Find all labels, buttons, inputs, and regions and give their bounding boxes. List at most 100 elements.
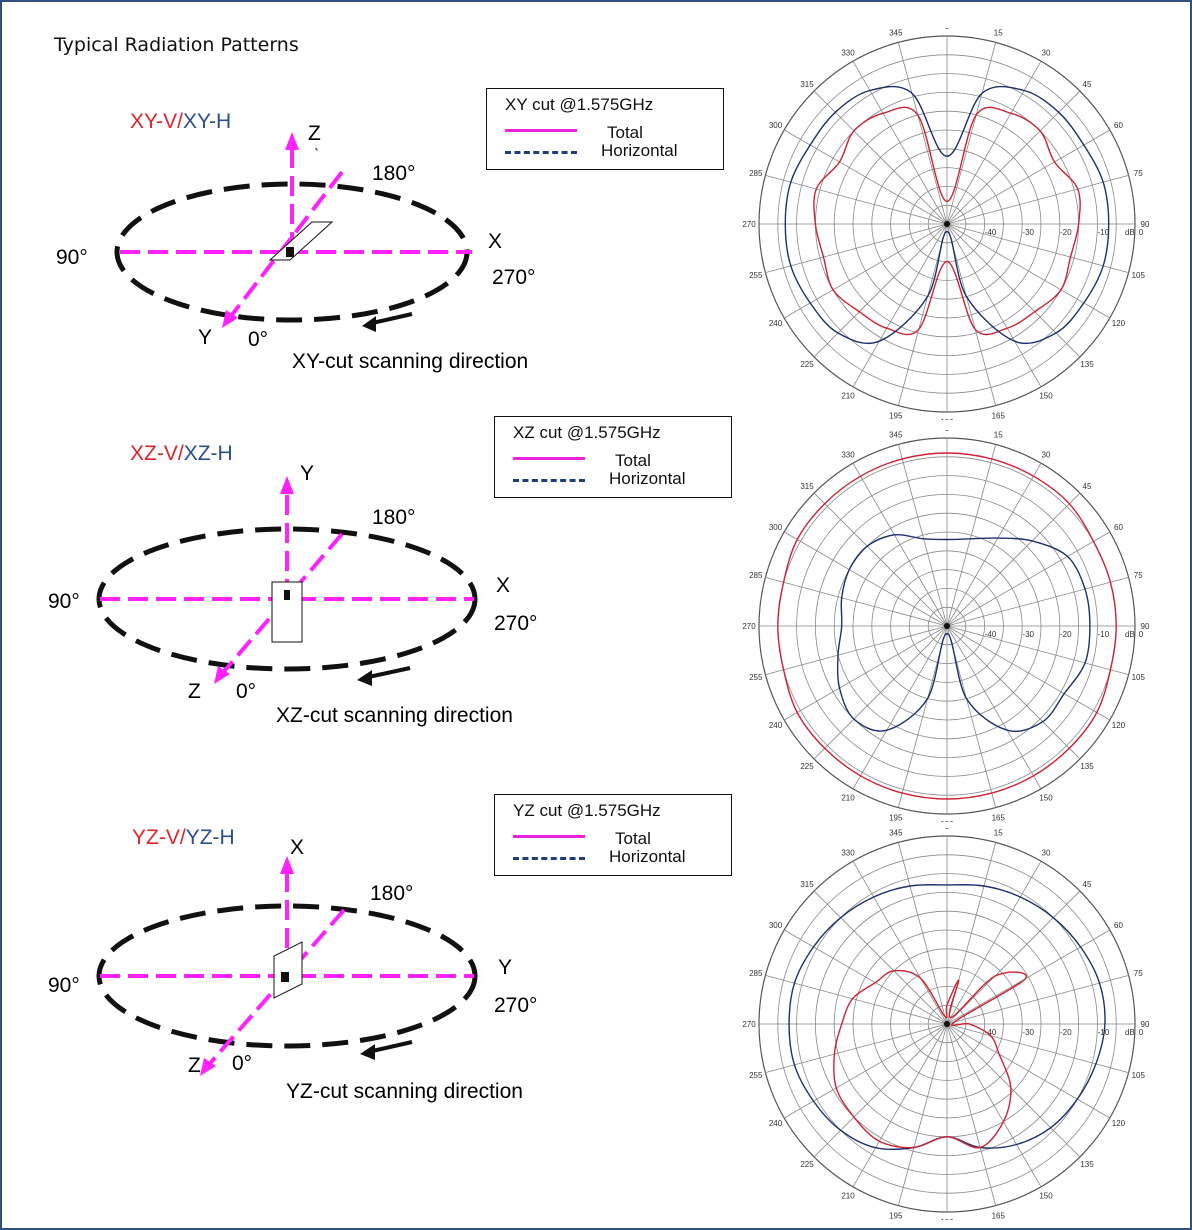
- radial-tick-label: -20: [1060, 1028, 1072, 1037]
- yz-legend: YZ cut @1.575GHz Total Horizontal: [494, 794, 732, 876]
- angle-tick-label: 135: [1080, 1160, 1094, 1169]
- grid-spoke: [852, 223, 948, 388]
- angle-tick-label: 60: [1114, 121, 1123, 130]
- radial-tick-label: -40: [985, 1028, 997, 1037]
- angle-tick-label: 75: [1134, 571, 1143, 580]
- angle-tick-label: 150: [1039, 391, 1053, 400]
- radial-unit-label: dB: [1125, 228, 1135, 237]
- series-horizontal-line: [836, 533, 1091, 733]
- xz-legend-horizontal-swatch: [513, 479, 585, 482]
- angle-tick-label: 330: [841, 49, 855, 58]
- angle-tick-label: 90: [1141, 220, 1150, 229]
- radial-tick-label: -30: [1022, 630, 1034, 639]
- angle-tick-label: 225: [800, 1160, 814, 1169]
- angle-tick-label: 315: [800, 482, 814, 491]
- grid-spoke: [813, 223, 948, 358]
- angle-tick-label: 165: [992, 813, 1006, 822]
- angle-tick-label: 345: [889, 431, 903, 440]
- angle-tick-label: 210: [841, 391, 855, 400]
- xz-label-diag: Z: [188, 680, 201, 703]
- grid-spoke: [946, 625, 1042, 790]
- angle-tick-label: 255: [749, 271, 763, 280]
- radial-unit-label: dB: [1125, 1028, 1135, 1037]
- grid-spoke: [852, 1023, 948, 1188]
- xy-legend-total-label: Total: [607, 123, 643, 142]
- radial-unit-label: dB: [1125, 630, 1135, 639]
- angle-tick-label: 315: [800, 880, 814, 889]
- xz-angle-0: 0°: [236, 680, 256, 703]
- grid-spoke: [946, 860, 1042, 1025]
- xy-polar-chart: 0 15 30 45 60 75 90 105 120 135 150 165 180 195 210 225…: [742, 28, 1150, 420]
- grid-spoke: [946, 1023, 1129, 1074]
- grid-spoke: [946, 129, 1111, 225]
- angle-tick-label: 75: [1134, 969, 1143, 978]
- grid-spoke: [765, 1023, 948, 1074]
- angle-tick-label: 285: [749, 969, 763, 978]
- grid-spoke: [897, 42, 948, 225]
- angle-tick-label: 285: [749, 169, 763, 178]
- xy-label-up-mark: `: [314, 147, 319, 164]
- yz-scan-arrow: [367, 1040, 413, 1054]
- grid-spoke: [897, 842, 948, 1025]
- xz-title-h: XZ-H: [183, 442, 233, 465]
- radial-tick-label: -20: [1060, 630, 1072, 639]
- angle-tick-label: 300: [769, 921, 783, 930]
- xz-title-v: XZ-V: [130, 442, 178, 465]
- yz-device-marker: [281, 972, 289, 982]
- angle-tick-label: 240: [769, 1119, 783, 1128]
- angle-tick-label: 150: [1039, 793, 1053, 802]
- xz-legend-total-swatch: [513, 457, 585, 460]
- yz-angle-180: 180°: [370, 882, 413, 905]
- grid-spoke: [765, 223, 948, 274]
- xy-diag-arrow-icon: [222, 310, 238, 328]
- angle-tick-label: 270: [742, 1020, 756, 1029]
- xz-polar-chart: 0 15 30 45 60 75 90 105 120 135 150 165 180 195 210 225…: [742, 430, 1150, 822]
- grid-spoke: [946, 625, 1111, 721]
- grid-spoke: [946, 1023, 1111, 1119]
- xz-angle-90: 90°: [48, 590, 80, 613]
- grid-spoke: [852, 462, 948, 627]
- angle-tick-label: 0: [945, 828, 950, 831]
- yz-angle-0: 0°: [232, 1052, 252, 1075]
- yz-angle-90: 90°: [48, 974, 80, 997]
- yz-label-diag: Z: [188, 1054, 201, 1077]
- grid-spoke: [765, 174, 948, 225]
- xy-axis-diagram: Z ` X Y 180° 90° 270° 0° XY-cut scanning…: [56, 122, 535, 373]
- grid-spoke: [946, 890, 1081, 1025]
- angle-tick-label: 45: [1083, 80, 1092, 89]
- grid-spoke: [813, 625, 948, 760]
- radial-tick-label: -20: [1060, 228, 1072, 237]
- xy-label-up: Z: [308, 122, 321, 145]
- series-total-line: [777, 452, 1117, 800]
- xy-legend-total-swatch: [505, 129, 577, 132]
- angle-tick-label: 30: [1042, 451, 1051, 460]
- angle-tick-label: 240: [769, 721, 783, 730]
- xz-legend-total-label: Total: [615, 451, 651, 470]
- angle-tick-label: 60: [1114, 523, 1123, 532]
- angle-tick-label: 90: [1141, 1020, 1150, 1029]
- xy-label-right: X: [488, 230, 502, 253]
- angle-tick-label: 300: [769, 121, 783, 130]
- angle-tick-label: 45: [1083, 482, 1092, 491]
- yz-cut-title: YZ-V/YZ-H: [132, 826, 235, 850]
- angle-tick-label: 345: [889, 829, 903, 838]
- angle-tick-label: 15: [994, 829, 1003, 838]
- grid-spoke: [946, 223, 1111, 319]
- xz-scan-arrowhead-icon: [357, 670, 372, 686]
- grid-spoke: [946, 60, 1042, 225]
- xy-title-v: XY-V: [130, 110, 178, 133]
- xy-angle-270: 270°: [492, 266, 535, 289]
- series-total-line: [813, 106, 1081, 336]
- grid-spoke: [946, 444, 997, 627]
- angle-tick-label: 255: [749, 1071, 763, 1080]
- grid-spoke: [946, 625, 1081, 760]
- angle-tick-label: 330: [841, 849, 855, 858]
- xy-title-h: XY-H: [182, 110, 232, 133]
- grid-spoke: [783, 625, 948, 721]
- xy-angle-180: 180°: [372, 162, 415, 185]
- xy-scan-arrowhead-icon: [362, 316, 376, 332]
- angle-tick-label: 285: [749, 571, 763, 580]
- yz-scan-label: YZ-cut scanning direction: [286, 1080, 523, 1103]
- grid-spoke: [946, 462, 1042, 627]
- yz-legend-total-label: Total: [615, 829, 651, 848]
